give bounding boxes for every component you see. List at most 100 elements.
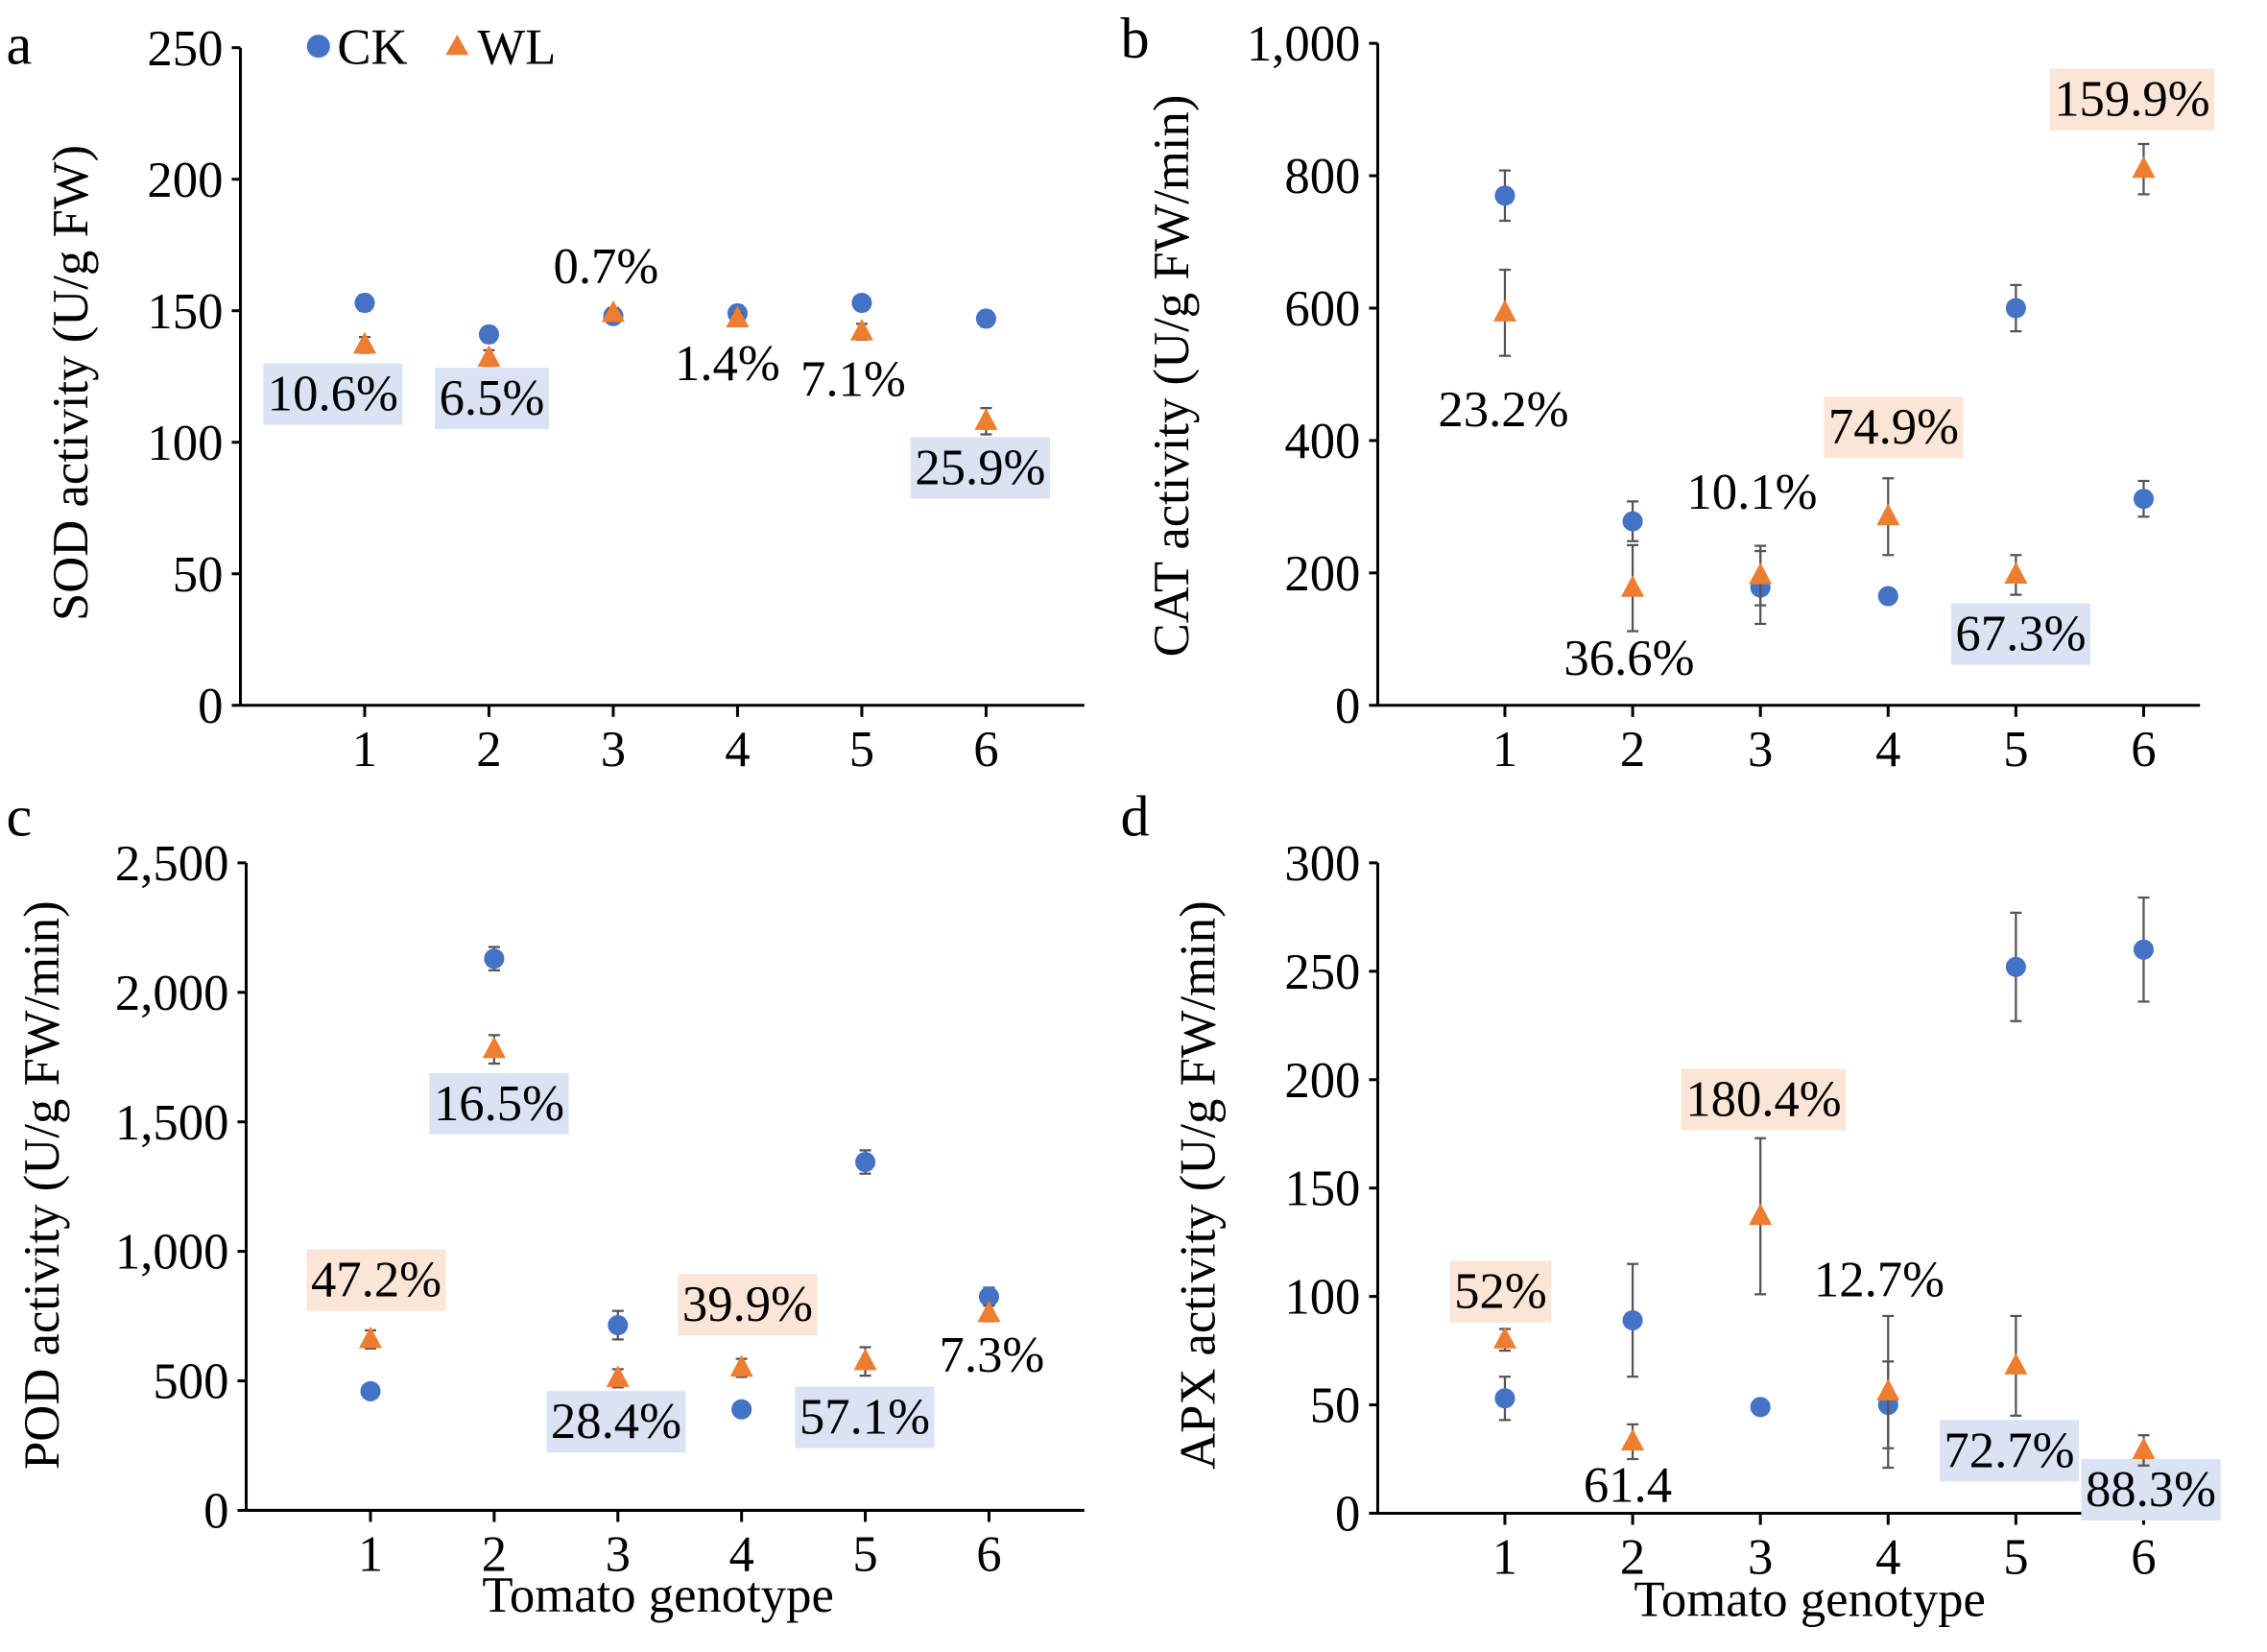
- data-point-wl: [977, 1300, 1001, 1323]
- x-tick-label: 6: [976, 1527, 1001, 1583]
- wl-marker: [1749, 1203, 1773, 1226]
- annotation-label: 67.3%: [1955, 607, 2086, 662]
- wl-marker: [1621, 1428, 1645, 1450]
- annotation-label: 0.7%: [554, 239, 659, 295]
- annotation-background: [1681, 1068, 1847, 1131]
- annotation-background: [546, 1391, 686, 1453]
- y-axis-title: APX activity (U/g FW/min): [1170, 900, 1226, 1470]
- annotation-label: 16.5%: [434, 1076, 564, 1132]
- data-point-ck: [855, 1149, 876, 1175]
- annotation-background: [1950, 603, 2091, 665]
- ck-marker: [1877, 586, 1898, 607]
- annotation: 16.5%: [429, 1072, 569, 1135]
- panel-letter-b: b: [1120, 7, 1149, 71]
- y-tick-label: 0: [1335, 1487, 1360, 1543]
- y-tick-label: 200: [1284, 546, 1360, 602]
- data-point-wl: [2132, 1434, 2156, 1467]
- panel-c: 0 500 1,000 1,500 2,000 2,500 1 2 3 4 5 6 POD activi…: [14, 836, 1085, 1623]
- annotation-label: 7.3%: [940, 1328, 1045, 1383]
- annotation: 47.2%: [306, 1249, 446, 1311]
- annotation: 57.1%: [795, 1386, 935, 1448]
- annotation-background: [2081, 1458, 2221, 1520]
- ck-marker: [1494, 185, 1515, 206]
- x-tick-label: 3: [1748, 1530, 1773, 1586]
- y-tick-label: 500: [153, 1354, 228, 1410]
- annotation: 39.9%: [678, 1274, 818, 1336]
- annotation-label: 23.2%: [1438, 382, 1568, 438]
- x-tick-label: 1: [358, 1527, 383, 1583]
- annotation-label: 7.1%: [800, 352, 906, 408]
- panel-d: 0 50 100 150 200 250 300 1 2 3 4 5 6 APX activity (U/…: [1170, 836, 2221, 1627]
- annotation: 159.9%: [2049, 68, 2215, 131]
- annotation-label: 1.4%: [675, 336, 780, 392]
- y-tick-label: 300: [1284, 836, 1360, 892]
- annotation-background: [429, 1072, 569, 1135]
- y-tick-label: 800: [1284, 149, 1360, 204]
- annotation-background: [435, 368, 549, 430]
- wl-marker: [2004, 1353, 2028, 1375]
- x-tick-label: 4: [725, 722, 750, 778]
- data-point-ck: [2005, 911, 2026, 1022]
- ck-marker: [731, 1399, 752, 1420]
- data-point-ck: [2005, 283, 2026, 333]
- legend-wl-label: WL: [477, 19, 556, 75]
- y-tick-label: 2,000: [115, 966, 229, 1021]
- annotation: 10.6%: [263, 363, 403, 425]
- data-point-wl: [601, 299, 625, 323]
- y-tick-label: 200: [1284, 1053, 1360, 1109]
- ck-marker: [360, 1380, 381, 1401]
- legend-ck-label: CK: [337, 19, 407, 75]
- annotation: 23.2%: [1438, 382, 1568, 438]
- annotation-label: 39.9%: [682, 1277, 813, 1332]
- annotation: 0.7%: [554, 239, 659, 295]
- x-tick-label: 5: [852, 1527, 877, 1583]
- annotation-background: [910, 437, 1050, 499]
- annotation: 72.7%: [1939, 1420, 2080, 1482]
- annotation: 88.3%: [2081, 1458, 2221, 1520]
- annotation-background: [795, 1386, 935, 1448]
- annotation: 180.4%: [1681, 1068, 1847, 1131]
- y-tick-label: 150: [147, 284, 223, 340]
- annotation-label: 10.1%: [1686, 465, 1817, 520]
- annotation: 74.9%: [1824, 396, 1964, 459]
- x-tick-label: 1: [352, 722, 377, 778]
- data-point-wl: [729, 1354, 753, 1378]
- ck-marker: [478, 323, 500, 345]
- x-tick-label: 4: [1875, 1530, 1900, 1586]
- data-point-ck: [360, 1380, 381, 1401]
- data-point-wl: [1621, 1423, 1645, 1461]
- data-point-ck: [1494, 1376, 1515, 1422]
- annotation-background: [1449, 1260, 1552, 1323]
- data-point-wl: [1876, 477, 1900, 557]
- data-point-wl: [482, 1034, 506, 1065]
- wl-marker: [1749, 563, 1773, 585]
- x-tick-label: 3: [601, 722, 626, 778]
- annotation-label: 28.4%: [551, 1394, 681, 1449]
- ck-marker: [2133, 939, 2155, 960]
- ck-marker: [1494, 1388, 1515, 1409]
- x-tick-label: 2: [1620, 1530, 1645, 1586]
- x-tick-label: 3: [1748, 722, 1773, 778]
- x-tick-label: 2: [482, 1527, 507, 1583]
- y-tick-label: 2,500: [115, 836, 229, 892]
- wl-marker: [2132, 1437, 2156, 1459]
- ck-marker: [978, 1286, 999, 1307]
- data-point-ck: [2133, 479, 2155, 518]
- x-tick-label: 5: [2003, 1530, 2028, 1586]
- panel-a: 0 50 100 150 200 250 1 2 3 4 5 6 SOD activity (U/g F…: [43, 21, 1085, 778]
- annotation-label: 10.6%: [268, 367, 398, 422]
- annotation: 12.7%: [1814, 1253, 1945, 1308]
- annotation: 36.6%: [1563, 631, 1694, 686]
- x-tick-label: 3: [606, 1527, 631, 1583]
- y-tick-label: 1,000: [115, 1225, 229, 1281]
- panel-letter-d: d: [1120, 784, 1149, 849]
- y-tick-label: 100: [1284, 1270, 1360, 1326]
- annotation: 1.4%: [675, 336, 780, 392]
- x-tick-label: 6: [2131, 1530, 2156, 1586]
- y-tick-label: 0: [203, 1484, 228, 1540]
- annotation: 61.4: [1584, 1457, 1672, 1513]
- y-tick-label: 250: [1284, 945, 1360, 1000]
- ck-marker: [608, 1314, 629, 1336]
- annotation-label: 180.4%: [1685, 1071, 1841, 1127]
- data-point-ck: [1494, 169, 1515, 223]
